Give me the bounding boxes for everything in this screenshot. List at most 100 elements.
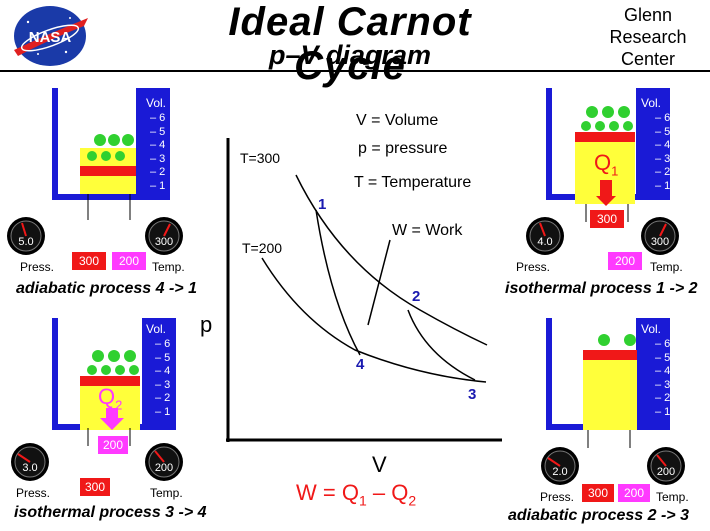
vol-scale-mark: – 2 (155, 392, 171, 404)
eq-q1-sub: 1 (359, 492, 367, 509)
v-axis-label: V (372, 452, 387, 477)
panel-bl-cylinder (52, 318, 176, 446)
vol-scale-mark: – 2 (655, 166, 671, 178)
page-subtitle: p–V diagram (268, 40, 432, 70)
panel-bl-gauge-right (144, 442, 184, 482)
panel-bl-chip-hot: 300 (80, 478, 110, 496)
panel-br-temp-label: Temp. (656, 490, 689, 504)
eq-minus: – (372, 480, 386, 505)
vol-scale-mark: – 3 (655, 378, 671, 391)
panel-tr-vol-label: Vol. (641, 96, 662, 110)
legend-work: W = Work (392, 222, 463, 239)
vol-scale-mark: – 6 (655, 112, 671, 124)
state-point-2: 2 (412, 288, 421, 305)
panel-br-scale: – 6– 5– 4– 3– 2– 1 (655, 338, 675, 419)
work-equation: W = Q1 – Q2 (296, 480, 416, 508)
panel-tr-heat-in-label: Q1 (594, 150, 618, 178)
panel-bl-gauge-left (10, 442, 50, 482)
panel-tr-gauge-right (640, 216, 680, 256)
isotherm-high-label: T=300 (240, 150, 281, 166)
panel-bl-caption: isothermal process 3 -> 4 (14, 504, 207, 521)
panel-tr-chip-cold: 200 (608, 252, 642, 270)
panel-tl-temp-label: Temp. (152, 260, 185, 274)
eq-q2-sub: 2 (408, 492, 417, 509)
header-divider (0, 70, 710, 72)
eq-q1: Q (341, 480, 359, 505)
panel-tl-scale: – 6– 5– 4– 3– 2– 1 (150, 112, 170, 193)
vol-scale-mark: – 3 (150, 152, 166, 165)
nasa-logo: NASA (8, 4, 92, 68)
panel-tr-temp-value: 300 (650, 236, 670, 248)
panel-bl-heat-out-label: Q2 (98, 384, 122, 412)
panel-tr-caption: isothermal process 1 -> 2 (505, 280, 698, 297)
state-point-4: 4 (356, 356, 365, 373)
vol-scale-mark: – 5 (655, 351, 671, 364)
vol-scale-mark: – 2 (655, 392, 671, 404)
vol-scale-mark: – 1 (155, 405, 171, 418)
vol-scale-mark: – 2 (150, 166, 166, 178)
panel-tl-press-label: Press. (20, 260, 55, 274)
panel-br-pressure-value: 2.0 (552, 466, 568, 478)
panel-bl-vol-label: Vol. (146, 322, 167, 336)
panel-bl-cooler-chip: 200 (98, 436, 128, 454)
vol-scale-mark: – 4 (655, 365, 671, 377)
vol-scale-mark: – 1 (655, 405, 671, 418)
panel-tr-gauge-left (525, 216, 565, 256)
state-point-1: 1 (318, 196, 327, 213)
panel-tl-pressure-value: 5.0 (18, 236, 34, 248)
panel-tl-caption: adiabatic process 4 -> 1 (16, 280, 197, 297)
eq-q2: Q (391, 480, 409, 505)
panel-bl-qsub: 2 (115, 397, 123, 413)
panel-tl-vol-label: Vol. (146, 96, 167, 110)
vol-scale-mark: – 4 (655, 139, 671, 151)
panel-tl-temp-value: 300 (154, 236, 174, 248)
vol-scale-mark: – 3 (155, 378, 171, 391)
panel-tr-qsub: 1 (611, 163, 619, 179)
panel-br-gauge-right (646, 446, 686, 486)
panel-tr-cylinder (546, 88, 670, 222)
legend-volume: V = Volume (356, 112, 439, 129)
center-line-2: Research (609, 27, 687, 47)
vol-scale-mark: – 4 (155, 365, 171, 377)
panel-br-cylinder (546, 318, 670, 448)
panel-bl-temp-label: Temp. (150, 486, 183, 500)
panel-tr-press-label: Press. (516, 260, 551, 274)
vol-scale-mark: – 1 (150, 179, 166, 192)
isotherm-200 (261, 257, 487, 383)
panel-tl-gauge-left (6, 216, 46, 256)
panel-tr-temp-label: Temp. (650, 260, 683, 274)
adiabat-2-3 (407, 309, 476, 381)
isotherm-low-label: T=200 (242, 240, 283, 256)
panel-br-chip-hot: 300 (582, 484, 614, 502)
eq-equals: = (322, 480, 336, 505)
panel-bl-temp-value: 200 (154, 462, 174, 474)
adiabat-4-1 (315, 209, 361, 356)
panel-tr-heater-chip: 300 (590, 210, 624, 228)
vol-scale-mark: – 5 (655, 125, 671, 138)
panel-tl-cylinder (52, 88, 170, 220)
page-title: Ideal Carnot Cycle (228, 0, 472, 88)
panel-br-caption: adiabatic process 2 -> 3 (508, 507, 689, 524)
state-point-3: 3 (468, 386, 477, 403)
panel-bl-q: Q (98, 384, 116, 409)
panel-br-temp-value: 200 (656, 466, 676, 478)
nasa-logo-text: NASA (29, 29, 72, 46)
panel-tl-chip-hot: 300 (72, 252, 106, 270)
center-name: Glenn Research Center (588, 4, 708, 70)
legend-temperature: T = Temperature (354, 174, 472, 191)
panel-tr-scale: – 6– 5– 4– 3– 2– 1 (655, 112, 675, 193)
eq-w: W (296, 480, 317, 505)
vol-scale-mark: – 5 (155, 351, 171, 364)
panel-br-press-label: Press. (540, 490, 575, 504)
panel-tr-pressure-value: 4.0 (537, 236, 553, 248)
p-axis-label: p (200, 312, 213, 337)
panel-tr-q: Q (594, 150, 612, 175)
work-pointer (367, 239, 391, 326)
panel-bl-pressure-value: 3.0 (22, 462, 38, 474)
panel-tl-gauge-right (144, 216, 184, 256)
center-line-1: Glenn (623, 5, 673, 25)
vol-scale-mark: – 4 (150, 139, 166, 151)
panel-br-vol-label: Vol. (641, 322, 662, 336)
